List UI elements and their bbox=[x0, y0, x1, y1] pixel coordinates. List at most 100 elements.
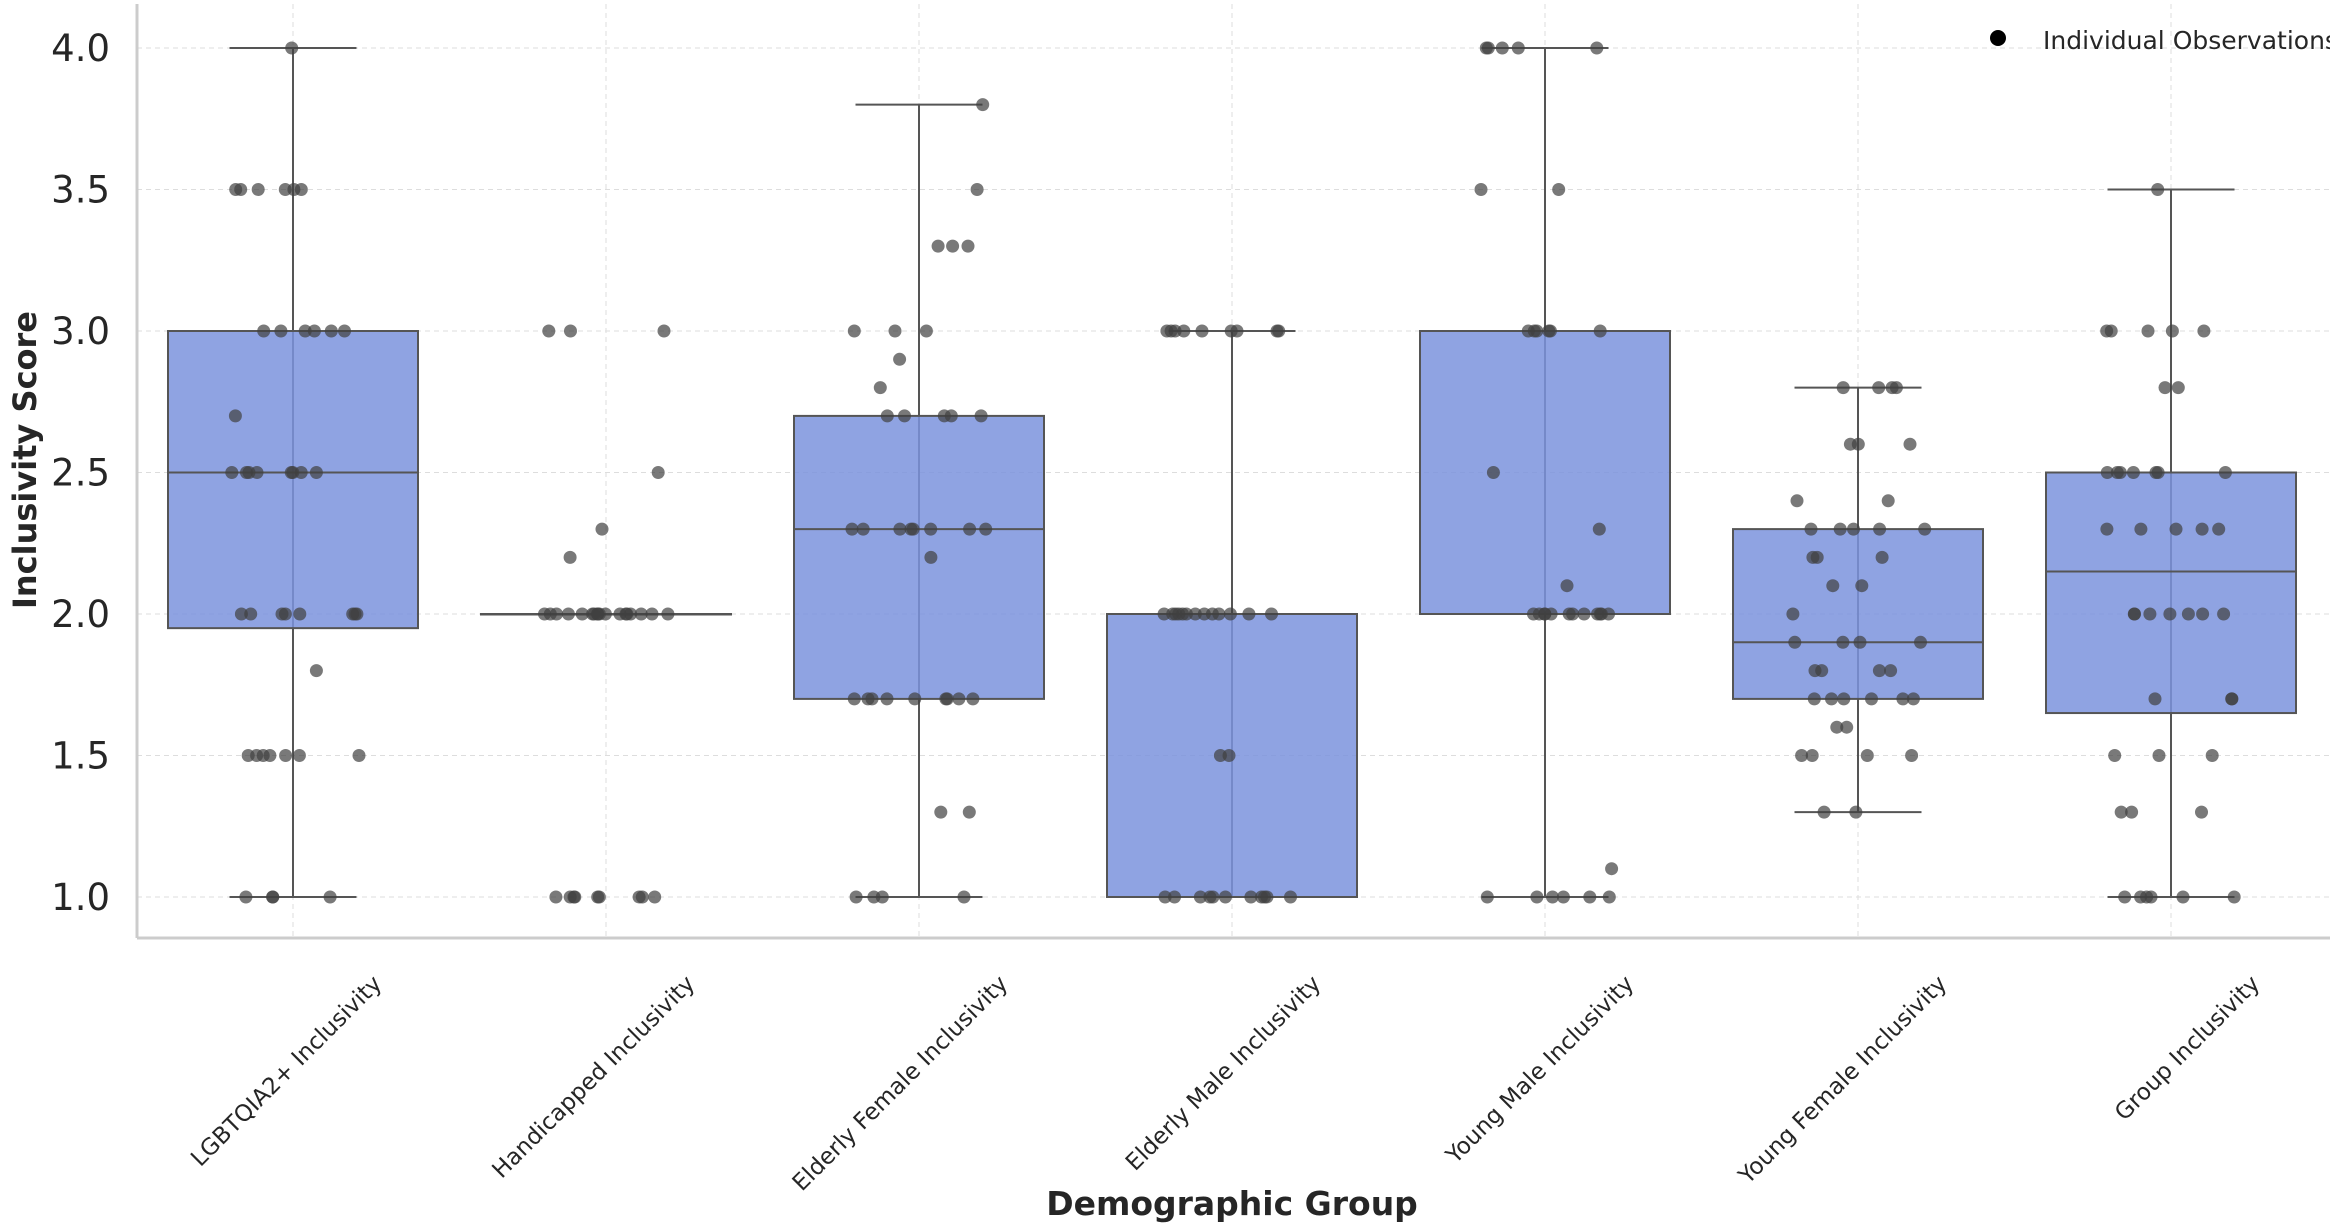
observation-point bbox=[575, 607, 589, 621]
legend-label: Individual Observations bbox=[2043, 26, 2330, 55]
observation-point bbox=[2127, 607, 2141, 621]
observation-point bbox=[2212, 522, 2226, 536]
observation-point bbox=[2171, 381, 2185, 395]
observation-point bbox=[1826, 579, 1840, 593]
observation-point bbox=[888, 324, 902, 338]
observation-point bbox=[563, 550, 577, 564]
observation-point bbox=[2225, 692, 2239, 706]
observation-point bbox=[234, 607, 248, 621]
observation-point bbox=[1840, 720, 1854, 734]
observation-point bbox=[919, 324, 933, 338]
observation-point bbox=[2195, 805, 2208, 819]
y-tick-label: 4.0 bbox=[51, 27, 110, 70]
box-group bbox=[2045, 188, 2297, 898]
observation-point bbox=[898, 409, 911, 423]
observation-point bbox=[591, 890, 605, 904]
observation-point bbox=[2134, 522, 2148, 536]
legend: Individual Observations bbox=[1990, 26, 2330, 55]
observation-point bbox=[893, 352, 907, 366]
observation-point bbox=[865, 692, 879, 706]
observation-point bbox=[1836, 635, 1850, 649]
observation-point bbox=[2114, 805, 2128, 819]
observation-point bbox=[1825, 692, 1838, 706]
observation-point bbox=[946, 239, 960, 253]
observation-point bbox=[250, 749, 264, 762]
observation-point bbox=[1212, 607, 1226, 621]
observation-point bbox=[292, 749, 306, 762]
observation-point bbox=[1242, 607, 1256, 621]
observation-point bbox=[266, 890, 280, 904]
observation-point bbox=[2205, 749, 2219, 762]
iqr-box bbox=[1732, 528, 1984, 700]
observation-point bbox=[645, 607, 659, 621]
x-tick-label: Elderly Female Inclusivity bbox=[788, 971, 1013, 1196]
observation-point bbox=[1195, 324, 1209, 338]
observation-point bbox=[2148, 692, 2162, 706]
observation-point bbox=[2196, 607, 2210, 621]
observation-point bbox=[1847, 522, 1860, 536]
observation-point bbox=[2163, 607, 2177, 621]
observation-point bbox=[1197, 607, 1211, 621]
y-axis-title: Inclusivity Score bbox=[6, 311, 44, 609]
y-tick-label: 1.0 bbox=[51, 876, 110, 919]
observation-point bbox=[242, 466, 256, 479]
observation-point bbox=[1605, 862, 1619, 876]
observation-point bbox=[1795, 749, 1809, 762]
box-group bbox=[1419, 47, 1671, 898]
observation-point bbox=[1872, 664, 1886, 678]
observation-point bbox=[1560, 579, 1574, 593]
observation-point bbox=[1837, 692, 1851, 706]
observation-point bbox=[1168, 890, 1181, 904]
observation-point bbox=[2100, 522, 2114, 536]
observation-point bbox=[1804, 522, 1818, 536]
observation-point bbox=[976, 98, 990, 112]
y-tick-label: 3.0 bbox=[51, 310, 110, 353]
observation-point bbox=[309, 466, 323, 479]
observation-point bbox=[845, 522, 859, 536]
observation-point bbox=[1164, 324, 1178, 338]
observation-point bbox=[1566, 607, 1580, 621]
observation-point bbox=[847, 692, 861, 706]
observation-point bbox=[1546, 890, 1559, 904]
observation-point bbox=[1218, 890, 1232, 904]
observation-point bbox=[2100, 466, 2114, 479]
axes bbox=[135, 4, 2330, 940]
x-tick-label: Elderly Male Inclusivity bbox=[1121, 971, 1326, 1176]
observation-point bbox=[966, 692, 980, 706]
observation-point bbox=[1583, 890, 1597, 904]
observation-point bbox=[1556, 890, 1570, 904]
observation-point bbox=[251, 183, 265, 196]
observation-point bbox=[1786, 607, 1800, 621]
observation-point bbox=[239, 890, 253, 904]
observation-point bbox=[1223, 607, 1237, 621]
x-tick-label: LGBTQIA2+ Inclusivity bbox=[186, 971, 387, 1172]
observation-point bbox=[974, 409, 988, 423]
y-tick-label: 1.5 bbox=[51, 735, 110, 778]
observation-point bbox=[2165, 324, 2179, 338]
observation-point bbox=[2217, 607, 2231, 621]
observation-point bbox=[309, 664, 323, 678]
observation-point bbox=[1788, 635, 1802, 649]
observation-point bbox=[908, 692, 922, 706]
observation-point bbox=[1511, 41, 1525, 55]
observation-point bbox=[1244, 890, 1258, 904]
observation-point bbox=[1224, 324, 1238, 338]
observation-point bbox=[549, 890, 563, 904]
observation-point bbox=[924, 550, 938, 564]
observation-point bbox=[1860, 749, 1874, 762]
observation-point bbox=[880, 409, 894, 423]
observation-point bbox=[2126, 466, 2140, 479]
observation-point bbox=[1255, 890, 1268, 904]
observation-point bbox=[931, 239, 945, 253]
observation-point bbox=[2169, 522, 2183, 536]
observation-point bbox=[561, 607, 575, 621]
observation-point bbox=[1805, 749, 1819, 762]
observation-point bbox=[1193, 890, 1207, 904]
observation-point bbox=[2195, 522, 2209, 536]
observation-point bbox=[1530, 890, 1544, 904]
y-tick-labels: 1.0 1.5 2.0 2.5 3.0 3.5 4.0 bbox=[51, 27, 110, 919]
observation-point bbox=[979, 522, 993, 536]
legend-marker bbox=[1990, 30, 2006, 46]
observation-point bbox=[1495, 41, 1509, 55]
iqr-box bbox=[793, 414, 1045, 700]
